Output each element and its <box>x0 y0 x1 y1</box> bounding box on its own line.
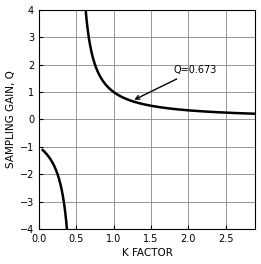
X-axis label: K FACTOR: K FACTOR <box>122 248 173 258</box>
Y-axis label: SAMPLING GAIN, Q: SAMPLING GAIN, Q <box>5 70 16 168</box>
Text: Q=0.673: Q=0.673 <box>136 65 217 99</box>
